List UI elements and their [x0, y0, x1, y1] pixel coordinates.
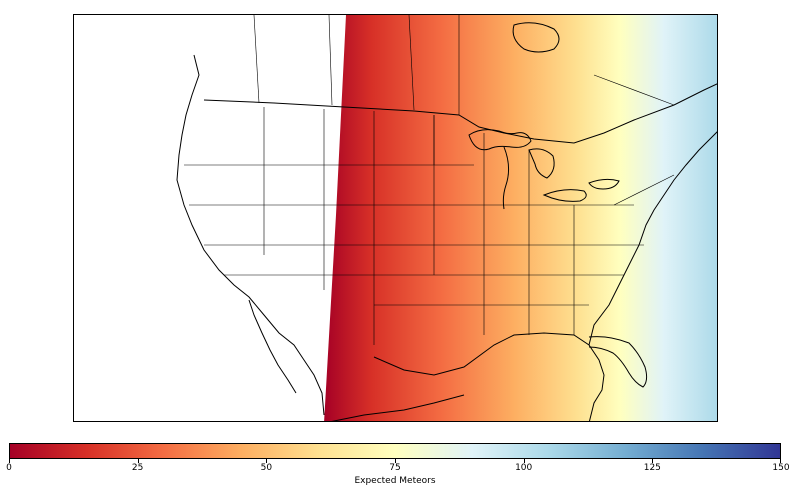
colorbar-tick: [137, 459, 139, 463]
colorbar-tick-label: 100: [515, 463, 533, 473]
colorbar-tick-label: 50: [260, 463, 273, 473]
colorbar-label: Expected Meteors: [354, 476, 436, 486]
colorbar-tick-label: 0: [6, 463, 12, 473]
colorbar: [9, 443, 781, 459]
map-svg: [176, 15, 717, 421]
colorbar-tick-label: 150: [772, 463, 790, 473]
colorbar-tick: [652, 459, 654, 463]
colorbar-tick: [780, 459, 781, 463]
colorbar-tick: [395, 459, 396, 463]
colorbar-tick-label: 25: [131, 463, 144, 473]
colorbar-tick: [523, 459, 525, 463]
colorbar-tick: [9, 459, 10, 463]
province-borders: [253, 15, 675, 115]
colorbar-tick: [266, 459, 268, 463]
country-borders: [176, 22, 717, 421]
state-borders: [184, 107, 675, 345]
colorbar-tick-label: 75: [389, 463, 401, 473]
meteor-field: [324, 15, 717, 421]
florida-outline: [588, 336, 648, 388]
map-panel: [73, 14, 718, 422]
colorbar-tick-label: 125: [643, 463, 661, 473]
